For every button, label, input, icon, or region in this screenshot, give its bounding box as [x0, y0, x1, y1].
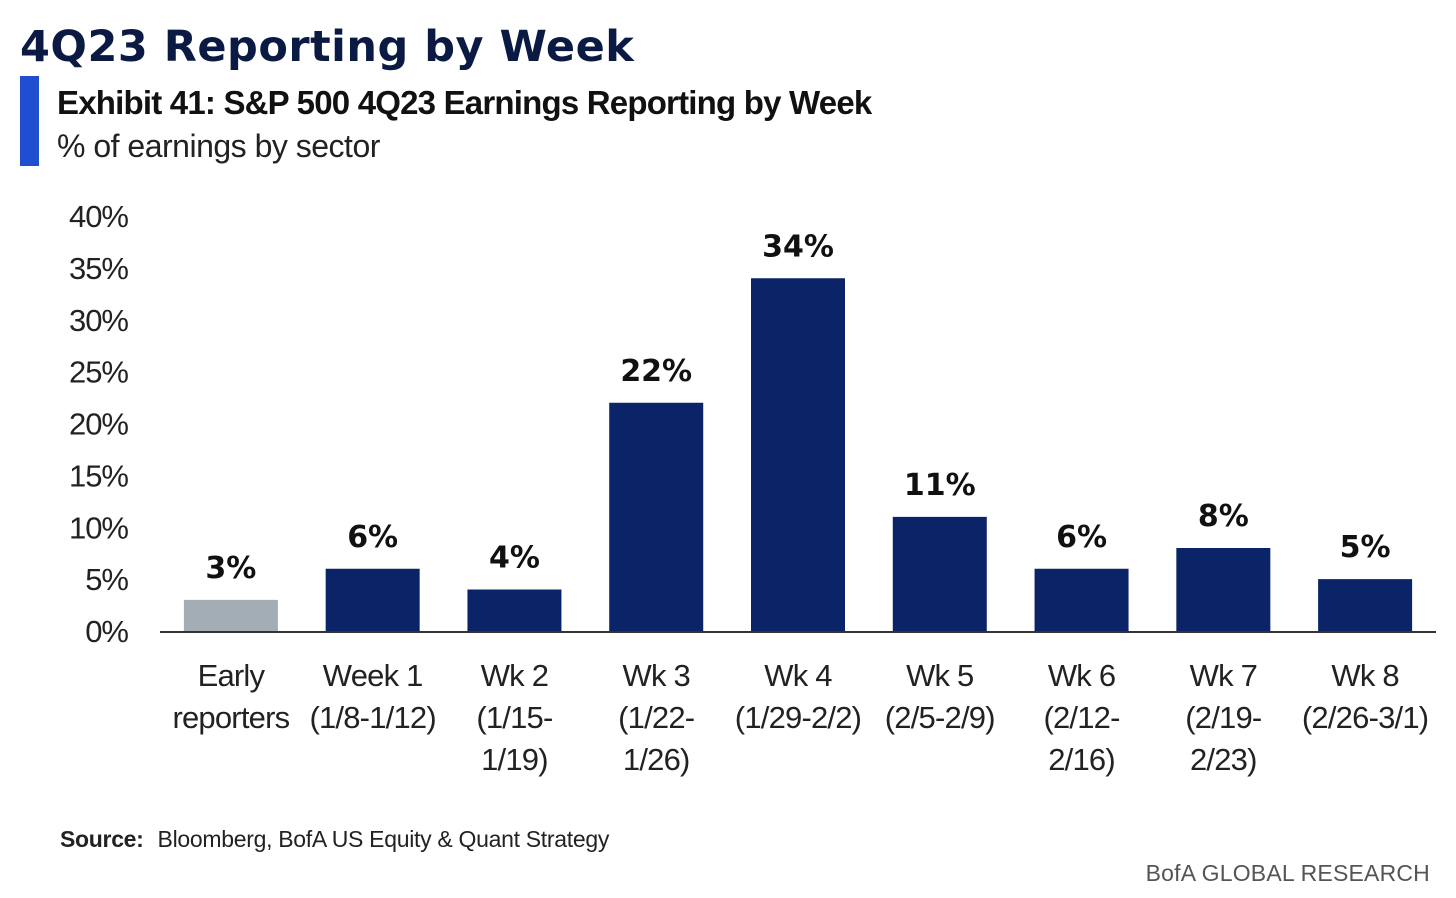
source-text: Bloomberg, BofA US Equity & Quant Strate… [157, 826, 610, 852]
x-tick-label: Early [198, 658, 266, 693]
data-label: 11% [904, 468, 976, 503]
x-tick-label: (2/12- [1043, 700, 1119, 735]
bar [1034, 568, 1129, 631]
x-tick-label: Wk 2 [481, 658, 548, 693]
x-tick-label: (1/29-2/2) [735, 700, 861, 735]
bars [183, 278, 1413, 631]
source-note: Source: Bloomberg, BofA US Equity & Quant… [60, 826, 609, 853]
x-tick-label: Week 1 [323, 658, 423, 693]
x-tick-label: Wk 6 [1048, 658, 1115, 693]
bar [751, 278, 845, 631]
y-tick-label: 40% [69, 199, 128, 234]
x-tick-label: (2/26-3/1) [1302, 700, 1428, 735]
accent-bar [20, 76, 39, 166]
x-tick-label: (2/19- [1185, 700, 1261, 735]
y-tick-label: 10% [69, 510, 128, 545]
bar [1318, 579, 1413, 631]
source-label: Source: [60, 826, 144, 852]
x-tick-label: (2/5-2/9) [885, 700, 995, 735]
x-axis: Early reporters Week 1 (1/8-1/12) Wk 2 (1/15-… [172, 658, 1429, 777]
data-label: 34% [762, 229, 834, 264]
bar [1176, 548, 1271, 631]
y-axis: 0% 5% 10% 15% 20% 25% 30% 35% 40% [69, 199, 129, 649]
y-tick-label: 20% [69, 407, 128, 442]
data-label: 6% [347, 520, 398, 555]
bar [467, 589, 562, 631]
bar [609, 402, 704, 631]
data-label: 8% [1198, 499, 1249, 534]
data-label: 6% [1056, 520, 1107, 555]
page-title: 4Q23 Reporting by Week [20, 22, 635, 72]
x-tick-label: 2/23) [1190, 742, 1257, 777]
x-tick-label: Wk 3 [623, 658, 690, 693]
y-tick-label: 25% [69, 355, 128, 390]
y-tick-label: 5% [85, 562, 128, 597]
bar-chart: 0% 5% 10% 15% 20% 25% 30% 35% 40% 3% 6% 4% 22% 34% 11… [69, 199, 1436, 777]
bar [183, 599, 278, 631]
y-tick-label: 15% [69, 458, 128, 493]
data-label: 3% [205, 551, 256, 586]
x-tick-label: Wk 7 [1190, 658, 1257, 693]
x-tick-label: (1/15- [476, 700, 552, 735]
data-label: 5% [1340, 530, 1391, 565]
x-tick-label: 1/26) [623, 742, 690, 777]
exhibit-title: Exhibit 41: S&P 500 4Q23 Earnings Report… [57, 84, 872, 121]
data-label: 22% [620, 354, 692, 389]
bar [892, 516, 987, 631]
x-tick-label: 2/16) [1048, 742, 1115, 777]
bar [325, 568, 420, 631]
y-tick-label: 0% [85, 614, 128, 649]
data-label: 4% [489, 541, 540, 576]
data-labels: 3% 6% 4% 22% 34% 11% 6% 8% 5% [205, 229, 1390, 586]
y-tick-label: 30% [69, 303, 128, 338]
x-tick-label: (1/8-1/12) [309, 700, 435, 735]
exhibit-subtitle: % of earnings by sector [57, 128, 380, 164]
x-tick-label: (1/22- [618, 700, 694, 735]
x-tick-label: Wk 8 [1331, 658, 1398, 693]
x-tick-label: Wk 5 [906, 658, 973, 693]
brand-label: BofA GLOBAL RESEARCH [1145, 860, 1430, 886]
x-tick-label: Wk 4 [764, 658, 832, 693]
x-tick-label: reporters [172, 700, 289, 735]
x-tick-label: 1/19) [481, 742, 548, 777]
y-tick-label: 35% [69, 251, 128, 286]
